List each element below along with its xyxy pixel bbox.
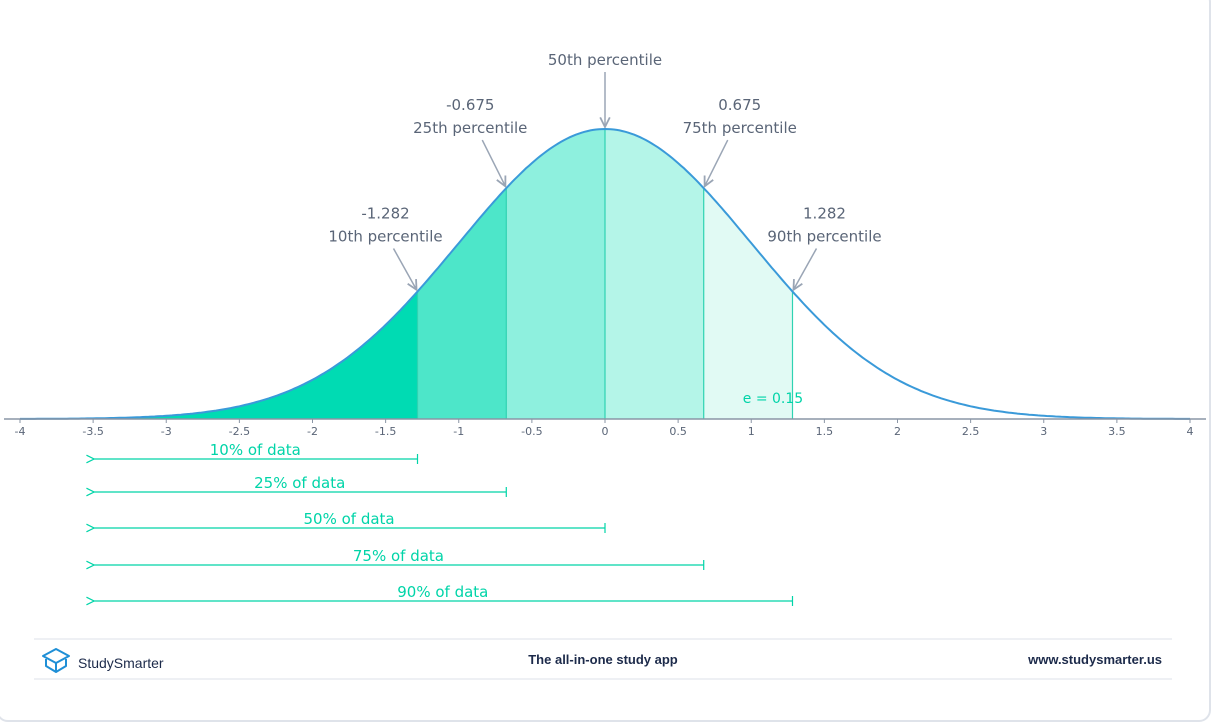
region-5 [703,188,793,419]
density-curve [20,127,1190,420]
x-tick-label: 0 [602,425,609,438]
normal-distribution-chart: -4 -3.5 -3 -2.5 -2 -1.5 -1 -0.5 0 0.5 1 1.5 2 2.5 3 3.5… [4,51,1206,606]
x-tick-label: -1 [453,425,464,438]
footer: StudySmarter The all-in-one study app ww… [34,638,1172,680]
brand-name: StudySmarter [78,655,164,671]
annotation-value: 0.675 [718,96,761,114]
range-label: 25% of data [254,474,345,492]
inline-label: e = 0.15 [743,391,803,407]
x-tick-label: -0.5 [521,425,542,438]
region-4 [605,129,704,419]
x-tick-label: 2.5 [962,425,980,438]
annotation-label: 50th percentile [548,51,662,69]
brand[interactable]: StudySmarter [40,647,164,679]
x-tick-label: -3.5 [82,425,103,438]
x-tick-label: 1 [748,425,755,438]
x-tick-label: -1.5 [375,425,396,438]
range-label: 75% of data [353,547,444,565]
range-label: 50% of data [304,510,395,528]
region-2 [417,188,507,419]
studysmarter-logo-icon [40,647,72,679]
annotation-value: -1.282 [361,204,409,222]
tagline: The all-in-one study app [528,652,678,667]
annotation-label: 25th percentile [413,119,527,137]
annotation-value: -0.675 [446,96,494,114]
x-tick-label: 3.5 [1108,425,1126,438]
region-1 [20,291,418,419]
range-label: 90% of data [397,583,488,601]
annotation-arrow [481,139,505,186]
annotation-label: 75th percentile [683,119,797,137]
annotation-label: 10th percentile [328,227,442,245]
x-tick-label: -3 [161,425,172,438]
x-tick-label: 4 [1187,425,1194,438]
annotation-value: 1.282 [803,204,846,222]
website-link[interactable]: www.studysmarter.us [1028,652,1162,667]
x-tick-label: 0.5 [669,425,687,438]
annotation-arrow [793,248,818,289]
annotation-label: 90th percentile [767,227,881,245]
region-3 [506,129,605,419]
range-label: 10% of data [210,441,301,459]
x-tick-label: 2 [894,425,901,438]
x-tick-label: -4 [15,425,26,438]
x-tick-label: -2 [307,425,318,438]
x-tick-label: 3 [1040,425,1047,438]
x-tick-label: 1.5 [816,425,834,438]
x-tick-label: -2.5 [229,425,250,438]
annotation-arrow [705,139,729,186]
annotation-arrow [392,248,417,289]
